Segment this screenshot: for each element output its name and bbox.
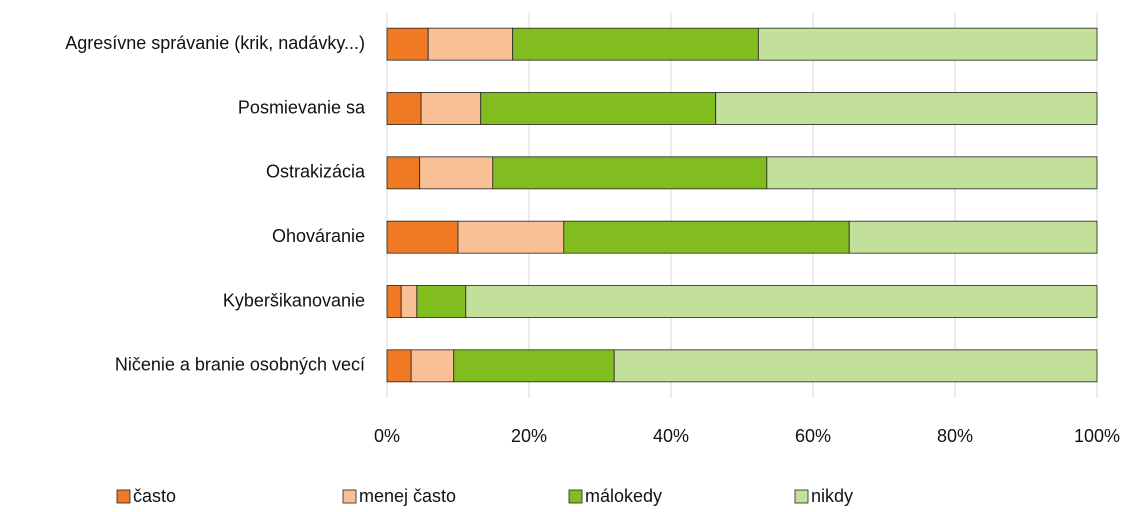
bar-segment	[419, 156, 494, 190]
bar-segment	[715, 92, 1098, 125]
bar-segment	[427, 27, 514, 61]
legend-swatch	[116, 489, 131, 504]
y-tick-label: Agresívne správanie (krik, nadávky...)	[65, 33, 365, 53]
bar-segment	[457, 220, 565, 254]
bar-segment	[465, 285, 1098, 318]
legend-swatch	[568, 489, 583, 504]
y-tick-label: Ohováranie	[272, 226, 365, 246]
x-tick-label: 60%	[795, 426, 831, 446]
bar-segment	[757, 27, 1098, 61]
legend-label: nikdy	[811, 486, 853, 506]
bar-segment	[416, 285, 467, 318]
bar-segment	[480, 92, 717, 125]
bar-segment	[453, 349, 615, 383]
y-tick-label: Ostrakizácia	[266, 162, 366, 182]
legend-swatch	[342, 489, 357, 504]
y-tick-label: Posmievanie sa	[238, 97, 366, 117]
y-tick-label: Kyberšikanovanie	[223, 290, 365, 310]
bar-segment	[848, 220, 1098, 254]
x-tick-label: 80%	[937, 426, 973, 446]
bar-segment	[492, 156, 768, 190]
x-tick-label: 100%	[1074, 426, 1120, 446]
bar-segment	[386, 156, 421, 190]
bar-segment	[386, 92, 422, 125]
legend-label: menej často	[359, 486, 456, 506]
bar-segment	[613, 349, 1098, 383]
x-tick-label: 20%	[511, 426, 547, 446]
bar-segment	[420, 92, 482, 125]
bar-segment	[410, 349, 455, 383]
bar-segment	[386, 349, 412, 383]
bar-segment	[563, 220, 850, 254]
bar-segment	[386, 220, 459, 254]
y-tick-label: Ničenie a branie osobných vecí	[115, 355, 365, 375]
bar-segment	[512, 27, 759, 61]
bar-segment	[386, 285, 402, 318]
bar-segment	[766, 156, 1098, 190]
legend-swatch	[794, 489, 809, 504]
x-tick-label: 40%	[653, 426, 689, 446]
bar-segment	[400, 285, 418, 318]
legend-label: málokedy	[585, 486, 662, 506]
bar-segment	[386, 27, 429, 61]
x-tick-label: 0%	[374, 426, 400, 446]
legend-label: často	[133, 486, 176, 506]
